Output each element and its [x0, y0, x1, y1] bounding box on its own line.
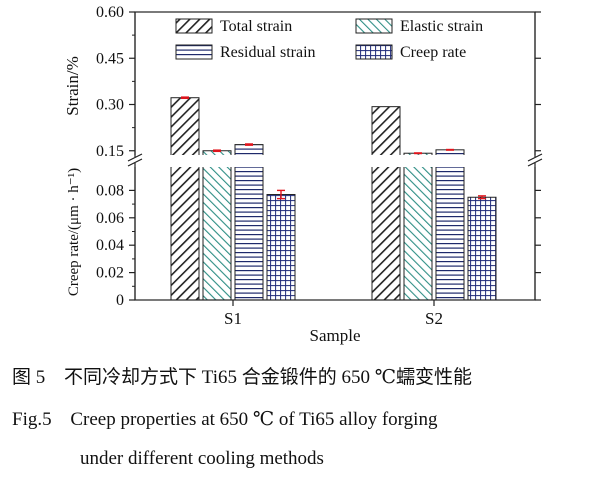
- y-tick-label-creep: 0.06: [96, 210, 124, 227]
- y-tick-label-strain: 0.60: [96, 4, 124, 21]
- legend-label-elastic-strain: Elastic strain: [400, 18, 483, 35]
- caption-cn-label: 图 5: [12, 367, 46, 388]
- error-bar-creep-rate-s2: [478, 195, 486, 200]
- bar-residual-strain-s2: [435, 149, 465, 301]
- bar-total-strain-s2: [371, 106, 401, 301]
- legend-label-total-strain: Total strain: [220, 18, 292, 35]
- legend: Total strain Elastic strain Residual strai…: [175, 18, 483, 61]
- x-axis-label: Sample: [310, 326, 361, 345]
- y-tick-label-creep: 0: [116, 292, 124, 309]
- caption-en-text1: Creep properties at 650 ℃ of Ti65 alloy …: [70, 409, 438, 430]
- error-bar-creep-rate-s1: [277, 189, 285, 200]
- axis-break-gap: [100, 155, 560, 167]
- legend-label-residual-strain: Residual strain: [220, 44, 316, 61]
- x-tick-label-s2: S2: [425, 309, 443, 328]
- creep-chart: 0.15 0.30 0.45 0.60 0 0.02 0.04 0.06 0.08 S1 S2 S…: [63, 4, 560, 345]
- y-axis-label-creep-rate: Creep rate/(μm · h⁻¹): [66, 168, 82, 296]
- bar-creep-rate-s2: [467, 196, 497, 301]
- y-tick-label-creep: 0.02: [96, 265, 124, 282]
- bar-residual-strain-s1: [234, 144, 264, 301]
- axis-break-marks: [127, 12, 543, 300]
- legend-swatch-elastic-strain: [355, 18, 393, 34]
- y-tick-label-strain: 0.45: [96, 50, 124, 67]
- y-axis-label-strain: Strain/%: [63, 56, 82, 116]
- error-bar-elastic-strain-s1: [213, 149, 221, 153]
- error-bar-elastic-strain-s2: [414, 152, 422, 155]
- error-bar-residual-strain-s1: [245, 143, 253, 146]
- bar-elastic-strain-s1: [202, 150, 232, 301]
- caption-chinese: 图 5 不同冷却方式下 Ti65 合金锻件的 650 ℃蠕变性能: [12, 362, 472, 389]
- legend-swatch-creep-rate: [355, 44, 393, 60]
- legend-swatch-residual-strain: [175, 44, 213, 60]
- caption-english-line2: under different cooling methods: [80, 448, 324, 470]
- caption-cn-text: 不同冷却方式下 Ti65 合金锻件的 650 ℃蠕变性能: [64, 367, 472, 388]
- caption-en-label: Fig.5: [12, 409, 52, 430]
- caption-en-text2: under different cooling methods: [80, 448, 324, 469]
- x-tick-label-s1: S1: [224, 309, 242, 328]
- legend-swatch-total-strain: [175, 18, 213, 34]
- error-bar-total-strain-s1: [181, 96, 189, 100]
- legend-label-creep-rate: Creep rate: [400, 44, 466, 61]
- error-bar-residual-strain-s2: [446, 148, 454, 151]
- bar-creep-rate-s1: [266, 194, 296, 301]
- caption-english-line1: Fig.5 Creep properties at 650 ℃ of Ti65 …: [12, 408, 437, 431]
- y-tick-label-creep: 0.08: [96, 182, 124, 199]
- y-tick-label-strain: 0.15: [96, 143, 124, 160]
- bar-total-strain-s1: [170, 97, 200, 301]
- y-tick-label-creep: 0.04: [96, 237, 124, 254]
- bar-elastic-strain-s2: [403, 152, 433, 301]
- y-tick-label-strain: 0.30: [96, 97, 124, 114]
